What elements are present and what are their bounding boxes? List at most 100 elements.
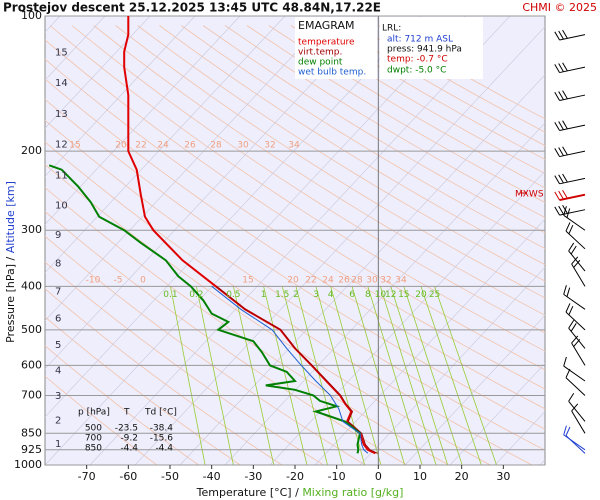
barb-feather <box>558 63 564 72</box>
mixing-ratio-label: 2 <box>293 290 299 300</box>
dry-adiabat <box>45 288 283 465</box>
x-tick-label: 30 <box>496 470 510 483</box>
legend-entry: virt.temp. <box>298 48 342 58</box>
mixing-ratio-label: 1.5 <box>275 290 289 300</box>
y-tick-label: 850 <box>21 426 42 439</box>
dry-adiabat <box>45 78 545 410</box>
altitude-tick-label: 14 <box>55 78 68 89</box>
mixing-ratio-line <box>434 286 497 465</box>
barb-staff <box>559 193 586 202</box>
y-tick-label: 200 <box>21 144 42 157</box>
legend-entry: temperature <box>298 38 355 48</box>
guide-line <box>134 26 545 465</box>
mixing-ratio-line <box>232 286 275 465</box>
mixing-ratio-label: 15 <box>398 290 409 300</box>
guide-line <box>45 16 151 129</box>
barb-feather <box>568 224 574 235</box>
adiabat-label: 28 <box>210 141 222 151</box>
mixing-ratio-label: 0.2 <box>189 290 203 300</box>
mxws-label: MXWS <box>515 190 544 200</box>
adiabat-label: 26 <box>338 276 350 286</box>
barb-staff <box>568 250 586 272</box>
adiabat-label: 22 <box>305 276 316 286</box>
barb-staff <box>565 435 586 454</box>
sounding-line <box>211 285 369 454</box>
barb-feather <box>562 120 568 130</box>
legend-entry: wet bulb temp. <box>298 68 366 78</box>
table-cell: -15.6 <box>150 434 174 444</box>
dry-adiabat <box>137 25 545 282</box>
x-tick-label: -30 <box>244 470 262 483</box>
mixing-ratio-line <box>170 286 206 465</box>
barb-feather <box>570 323 577 332</box>
guide-line <box>404 314 545 465</box>
table-cell: -9.2 <box>120 434 138 444</box>
x-tick-label: 20 <box>455 470 469 483</box>
guide-line <box>45 16 241 225</box>
table-cell: 500 <box>85 424 102 434</box>
guide-line <box>45 16 466 465</box>
barb-staff <box>559 94 586 101</box>
dry-adiabat <box>45 375 158 465</box>
guide-line <box>585 16 600 465</box>
x-tick-label: -10 <box>328 470 346 483</box>
mixing-ratio-label: 0.1 <box>163 290 177 300</box>
guide-line <box>45 16 286 274</box>
adiabat-label: 15 <box>242 276 253 286</box>
adiabat-label: 15 <box>69 141 80 151</box>
mixing-ratio-label: 4 <box>328 290 334 300</box>
mixing-ratio-label: 20 <box>415 290 427 300</box>
barb-feather <box>558 205 564 215</box>
lrl-press: press: 941.9 hPa <box>387 45 462 55</box>
mixing-ratio-label: 25 <box>429 290 440 300</box>
lrl-alt: alt: 712 m ASL <box>387 35 453 45</box>
table-header: T <box>123 408 130 418</box>
barb-staff <box>565 377 586 396</box>
barb-feather <box>562 189 568 199</box>
guide-line <box>45 16 376 370</box>
barb-feather <box>558 121 564 130</box>
adiabat-label: 24 <box>157 141 169 151</box>
barb-feather <box>566 287 571 297</box>
y-label-sep: / <box>4 256 17 260</box>
dry-adiabat <box>45 58 545 390</box>
sounding <box>48 16 378 455</box>
mixing-ratio-line <box>315 286 366 465</box>
dry-adiabat <box>45 39 545 371</box>
y-tick-label: 500 <box>21 323 42 336</box>
legend-entry: dew point <box>298 58 343 68</box>
mixing-ratio-line <box>390 286 449 465</box>
guide-line <box>179 74 545 465</box>
table-cell: -23.5 <box>115 424 138 434</box>
dry-adiabat <box>45 98 545 430</box>
y-tick-label: 400 <box>21 279 42 292</box>
adiabat-label: -10 <box>86 276 101 286</box>
guide-line <box>359 266 545 465</box>
sounding-line <box>215 285 378 454</box>
barb-staff <box>559 34 586 41</box>
dry-adiabat <box>49 25 545 352</box>
x-label-temp: Temperature [°C] <box>196 486 292 499</box>
table-header: p [hPa] <box>78 408 110 418</box>
x-label-mixing: Mixing ratio [g/kg] <box>302 486 403 499</box>
dry-adiabat <box>45 345 200 465</box>
barb-staff <box>563 293 586 310</box>
adiabat-label: 22 <box>135 141 146 151</box>
mixing-ratio-line <box>367 286 423 465</box>
y-tick-label: 600 <box>21 358 42 371</box>
adiabat-label: 26 <box>184 141 196 151</box>
barb-staff <box>563 214 586 231</box>
x-tick-label: 0 <box>375 470 382 483</box>
adiabat-label: 30 <box>366 276 378 286</box>
x-tick-label: 10 <box>413 470 427 483</box>
barb-feather <box>565 303 571 313</box>
barb-feather <box>562 173 568 183</box>
dry-adiabat <box>45 163 492 465</box>
grid <box>45 15 545 469</box>
altitude-tick-label: 7 <box>55 286 61 297</box>
altitude-tick-label: 15 <box>55 47 68 58</box>
dry-adiabat <box>45 235 366 465</box>
y-tick-label: 700 <box>21 388 42 401</box>
barb-feather <box>554 64 560 73</box>
